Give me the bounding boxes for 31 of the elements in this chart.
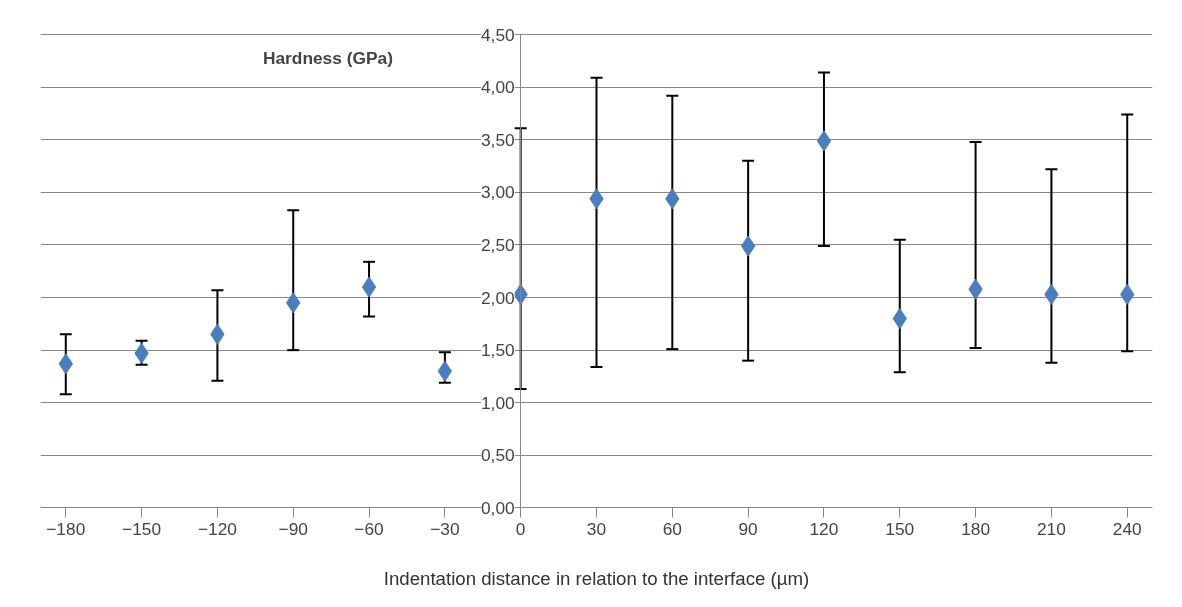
y-tick-label: 2,00 xyxy=(480,287,515,308)
x-tick-label: 150 xyxy=(885,518,915,539)
y-tick-label: 1,50 xyxy=(480,340,515,361)
y-tick-label: 4,50 xyxy=(480,24,515,45)
x-tick-label: 30 xyxy=(586,518,607,539)
y-axis-title: Hardness (GPa) xyxy=(262,47,393,68)
x-tick-label: 180 xyxy=(961,518,991,539)
x-tick-label: 60 xyxy=(662,518,682,539)
y-tick-label: 0,50 xyxy=(480,445,515,466)
x-tick-label: −180 xyxy=(46,518,86,539)
y-tick-label: 3,00 xyxy=(480,182,515,203)
y-tick-label: 4,00 xyxy=(480,77,515,98)
x-tick-label: −120 xyxy=(197,518,237,539)
x-tick-label: 0 xyxy=(515,518,526,539)
point xyxy=(361,276,377,298)
x-tick-label: 120 xyxy=(809,518,839,539)
y-tick-label: 3,50 xyxy=(480,129,515,150)
point xyxy=(740,235,756,257)
x-tick-label: 90 xyxy=(738,518,758,539)
x-axis-title: Indentation distance in relation to the interface (µm) xyxy=(383,567,810,589)
y-tick-label: 1,00 xyxy=(480,392,515,413)
x-tick-label: 210 xyxy=(1036,518,1066,539)
x-tick-label: −30 xyxy=(430,518,460,539)
x-tick-label: −60 xyxy=(354,518,384,539)
x-tick-label: −150 xyxy=(122,518,162,539)
x-tick-label: −90 xyxy=(278,518,308,539)
y-tick-label: 2,50 xyxy=(480,234,515,255)
point xyxy=(816,130,832,152)
point xyxy=(437,360,453,382)
x-tick-label: 240 xyxy=(1112,518,1142,539)
y-tick-label: 0,00 xyxy=(480,497,515,518)
